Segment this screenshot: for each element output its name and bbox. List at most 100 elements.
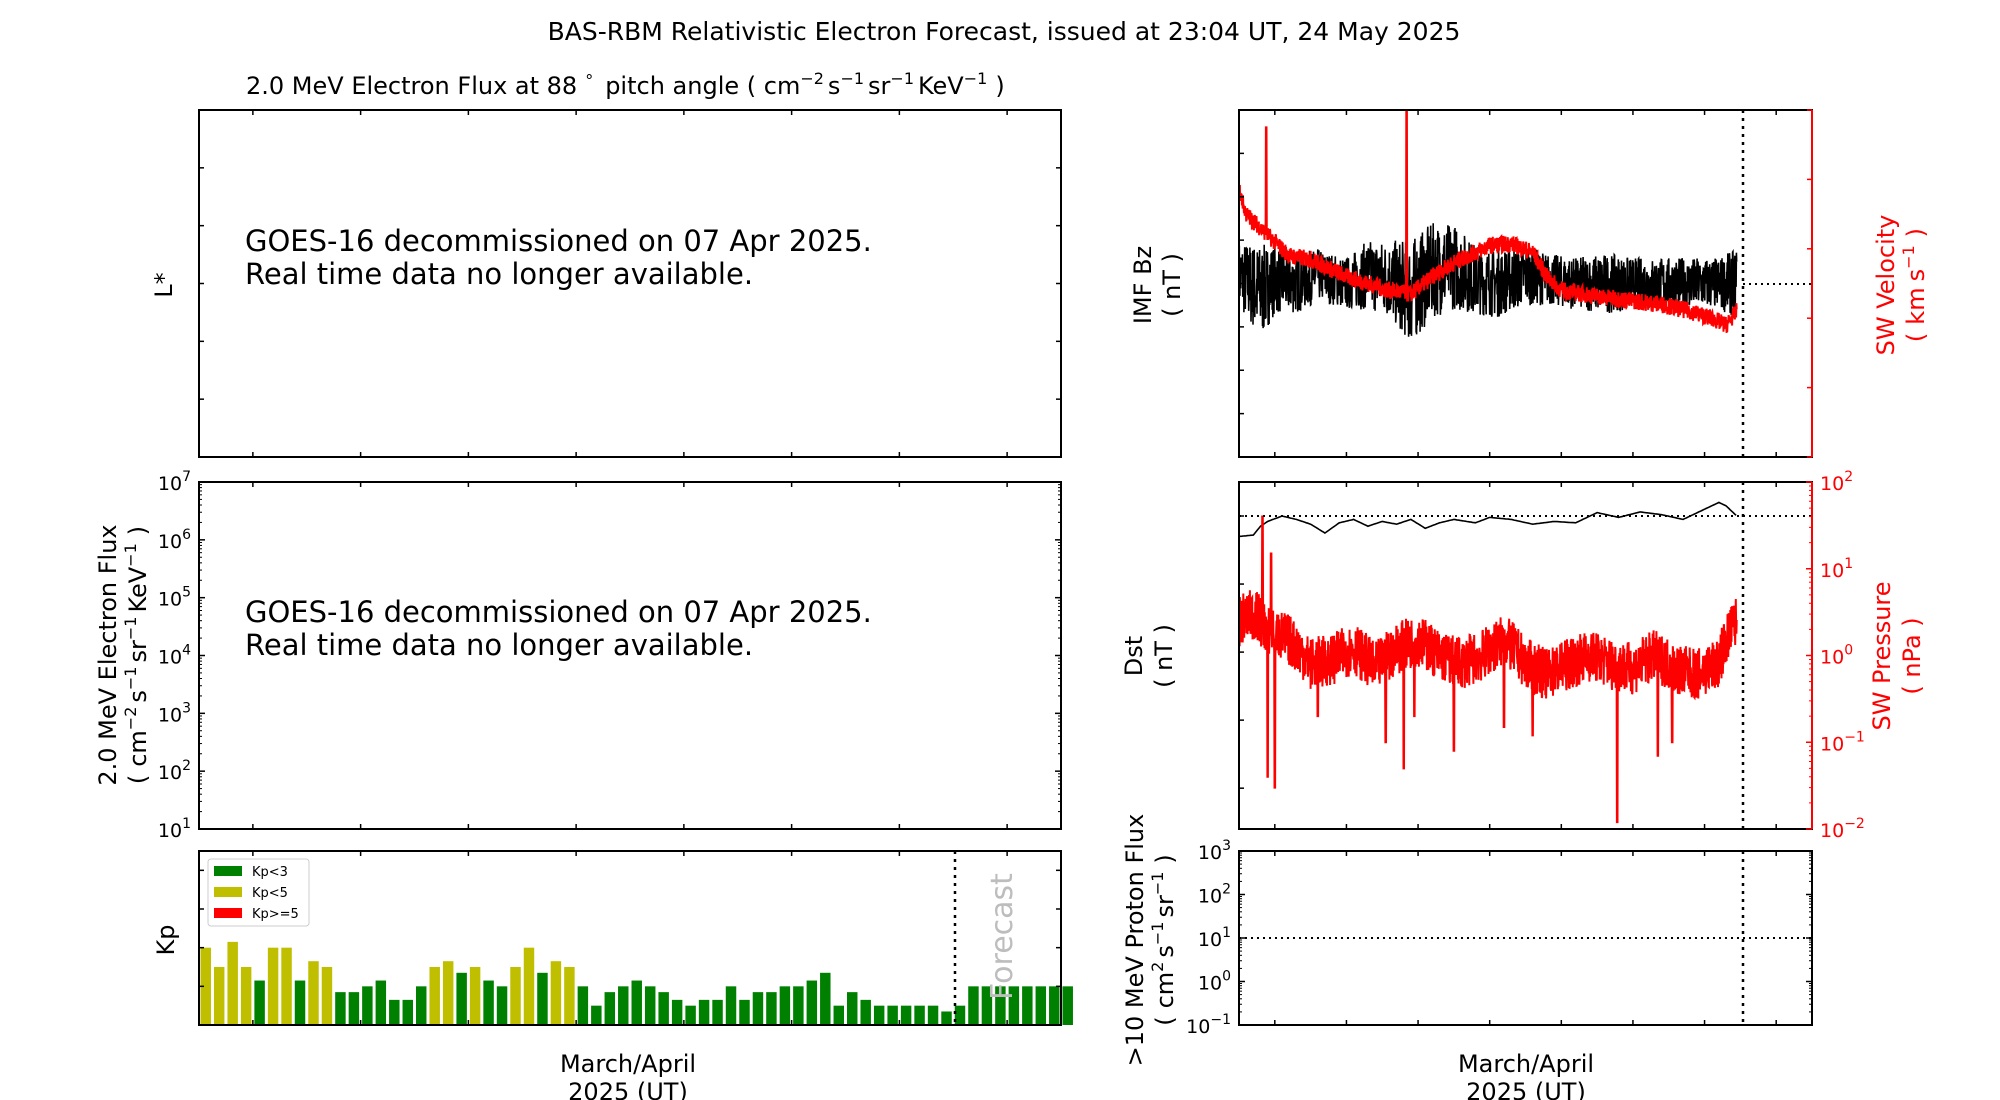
- kp-legend-swatch-low: [214, 866, 242, 876]
- lstar-axis-label: L*: [150, 272, 178, 297]
- kp-bar: [254, 980, 265, 1025]
- kp-bar: [375, 980, 387, 1025]
- kp-bar: [766, 992, 777, 1025]
- lstar-panel: 2.0 MeV Electron Flux at 88 ° pitch angle …: [150, 69, 1062, 458]
- kp-bar: [806, 980, 818, 1025]
- lstar-notice-line2: Real time data no longer available.: [245, 257, 753, 291]
- kp-bar: [227, 941, 238, 1025]
- kp-bar: [267, 947, 279, 1025]
- y-tick-label: 102: [1198, 882, 1231, 908]
- lstar-notice-line1: GOES-16 decommissioned on 07 Apr 2025.: [245, 224, 872, 258]
- kp-bar: [712, 999, 723, 1025]
- bz-velocity-panel: IMF Bz ( nT ) SW Velocity (kms−1): [1129, 109, 1930, 458]
- kp-bar: [456, 972, 467, 1025]
- kp-bar: [335, 992, 346, 1025]
- kp-legend-label-low: Kp<3: [252, 865, 288, 880]
- kp-bar: [442, 961, 454, 1025]
- y-tick-label: 10−2: [1820, 816, 1865, 842]
- proton-panel: 10−1 100 101 102 103 >10 MeV Proton Flux (cm…: [1121, 814, 1813, 1100]
- kp-bar: [671, 999, 683, 1025]
- flux-axis-label: 2.0 MeV Electron Flux (cm−2s−1sr−1KeV−1): [94, 524, 152, 785]
- kp-bar: [995, 986, 1006, 1025]
- kp-bar: [294, 980, 306, 1025]
- y-tick-label: 103: [158, 700, 191, 726]
- kp-bar: [523, 947, 535, 1025]
- kp-axes-frame: [198, 850, 1062, 1026]
- kp-legend-label-mid: Kp<5: [252, 886, 288, 901]
- dst-pressure-lines: [1238, 501, 1738, 824]
- proton-y-ticks: 10−1 100 101 102 103: [1186, 838, 1812, 1038]
- kp-bar: [591, 1005, 602, 1025]
- kp-bar: [618, 986, 629, 1025]
- kp-bar: [779, 986, 791, 1025]
- kp-bar: [604, 992, 616, 1025]
- bz-velocity-lines: [1238, 109, 1738, 337]
- y-tick-label: 102: [1820, 469, 1853, 495]
- kp-bar: [1008, 986, 1020, 1025]
- kp-bar: [658, 992, 669, 1025]
- kp-bar: [644, 986, 656, 1025]
- kp-x-ticks: [252, 851, 1008, 1025]
- pressure-axis-label-line2: ( nPa ): [1898, 617, 1926, 694]
- kp-bar: [1062, 986, 1073, 1025]
- kp-bar: [537, 972, 548, 1025]
- kp-axis-label: Kp: [152, 925, 180, 956]
- dst-axis-label-line2: ( nT ): [1150, 624, 1178, 688]
- kp-bar: [793, 986, 804, 1025]
- kp-bar: [281, 947, 292, 1025]
- dst-line: [1238, 501, 1737, 538]
- proton-axis-label-line2: (cm2s−1sr−1): [1148, 854, 1179, 1026]
- kp-bar: [941, 1011, 952, 1025]
- kp-bar: [860, 999, 871, 1025]
- kp-bar: [1049, 986, 1060, 1025]
- pressure-axis-label-line1: SW Pressure: [1868, 581, 1896, 730]
- velocity-axis-label-line2: (kms−1): [1899, 228, 1930, 342]
- proton-axis-label-line1: >10 MeV Proton Flux: [1121, 814, 1149, 1067]
- kp-bar: [362, 986, 373, 1025]
- y-tick-label: 100: [1198, 969, 1231, 995]
- kp-bar: [900, 1005, 912, 1025]
- kp-bar: [1022, 986, 1033, 1025]
- lstar-panel-title: 2.0 MeV Electron Flux at 88 ° pitch angle …: [246, 69, 1005, 100]
- kp-bar: [577, 986, 589, 1025]
- kp-bar: [213, 967, 225, 1025]
- kp-bar: [752, 992, 764, 1025]
- lstar-x-ticks: [252, 110, 1008, 457]
- kp-bar: [685, 1005, 696, 1025]
- kp-bar: [510, 967, 521, 1025]
- flux-axis-label-line1: 2.0 MeV Electron Flux: [94, 524, 122, 785]
- electron-flux-panel: 101 102 103 104 105 106 107 2.0 MeV Electron F…: [94, 469, 1062, 842]
- bz-y-ticks: [1239, 109, 1244, 458]
- velocity-axis-label-line1: SW Velocity: [1872, 215, 1900, 356]
- kp-bar: [550, 961, 562, 1025]
- kp-bar: [698, 999, 710, 1025]
- y-tick-label: 10−1: [1820, 729, 1865, 755]
- pressure-y-ticks: 10−2 10−1 100 101 102: [1806, 469, 1865, 842]
- kp-bar: [1035, 986, 1047, 1025]
- y-tick-label: 102: [158, 758, 191, 784]
- kp-bar: [887, 1005, 898, 1025]
- kp-bar: [308, 961, 319, 1025]
- kp-forecast-label: Forecast: [985, 873, 1020, 1000]
- y-tick-label: 105: [158, 585, 191, 611]
- y-tick-label: 101: [158, 816, 191, 842]
- kp-bar: [348, 992, 360, 1025]
- y-tick-label: 104: [158, 643, 191, 669]
- lstar-y-ticks: [199, 109, 1061, 458]
- kp-bar: [496, 986, 508, 1025]
- kp-bar: [847, 992, 858, 1025]
- dst-x-ticks: [1274, 482, 1777, 829]
- kp-bar: [483, 980, 494, 1025]
- kp-bar: [429, 967, 440, 1025]
- proton-x-ticks: [1274, 851, 1777, 1025]
- kp-bar: [927, 1005, 939, 1025]
- flux-x-ticks: [252, 482, 1008, 829]
- flux-y-ticks: 101 102 103 104 105 106 107: [158, 469, 1061, 842]
- dst-y-ticks: [1239, 515, 1244, 789]
- y-tick-label: 107: [158, 469, 191, 495]
- kp-panel: Forecast Kp Kp<3 Kp<5 Kp>=5 March/April …: [152, 850, 1073, 1100]
- kp-bar: [469, 967, 481, 1025]
- kp-bar: [200, 947, 211, 1025]
- dst-axis-label-line1: Dst: [1120, 636, 1148, 676]
